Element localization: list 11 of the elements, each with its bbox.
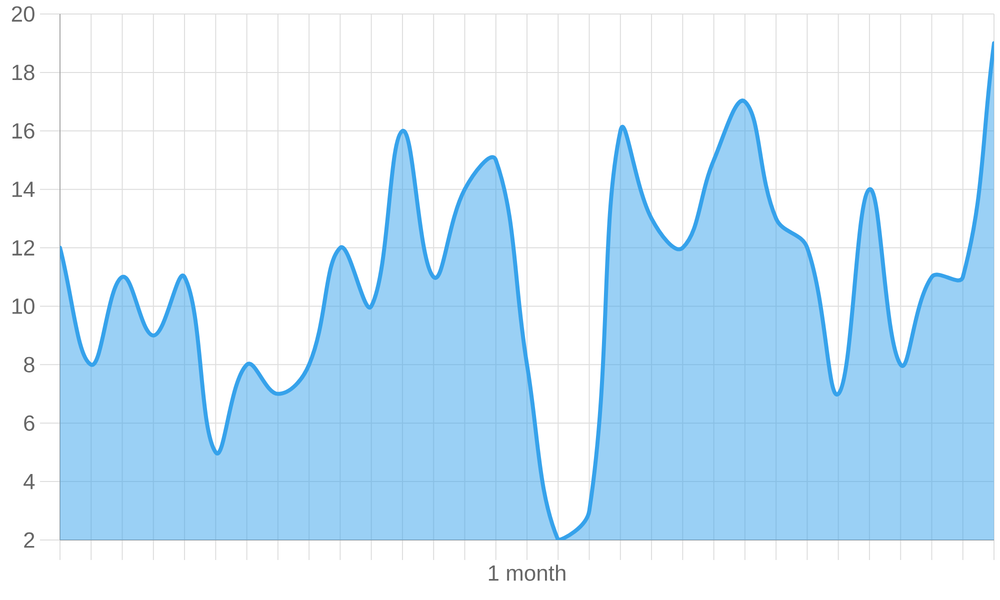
y-tick-label: 6 <box>24 415 34 431</box>
y-tick-label: 10 <box>12 298 34 314</box>
y-tick-label: 16 <box>12 123 34 139</box>
y-tick-label: 12 <box>12 240 34 256</box>
y-tick-label: 14 <box>12 182 35 197</box>
y-tick-label: 8 <box>24 356 34 372</box>
x-tick-label: 1 month <box>488 564 566 581</box>
y-tick-label: 20 <box>12 6 34 22</box>
y-tick-label: 2 <box>24 532 34 548</box>
y-tick-label: 4 <box>24 474 35 490</box>
y-tick-label: 18 <box>12 64 34 80</box>
